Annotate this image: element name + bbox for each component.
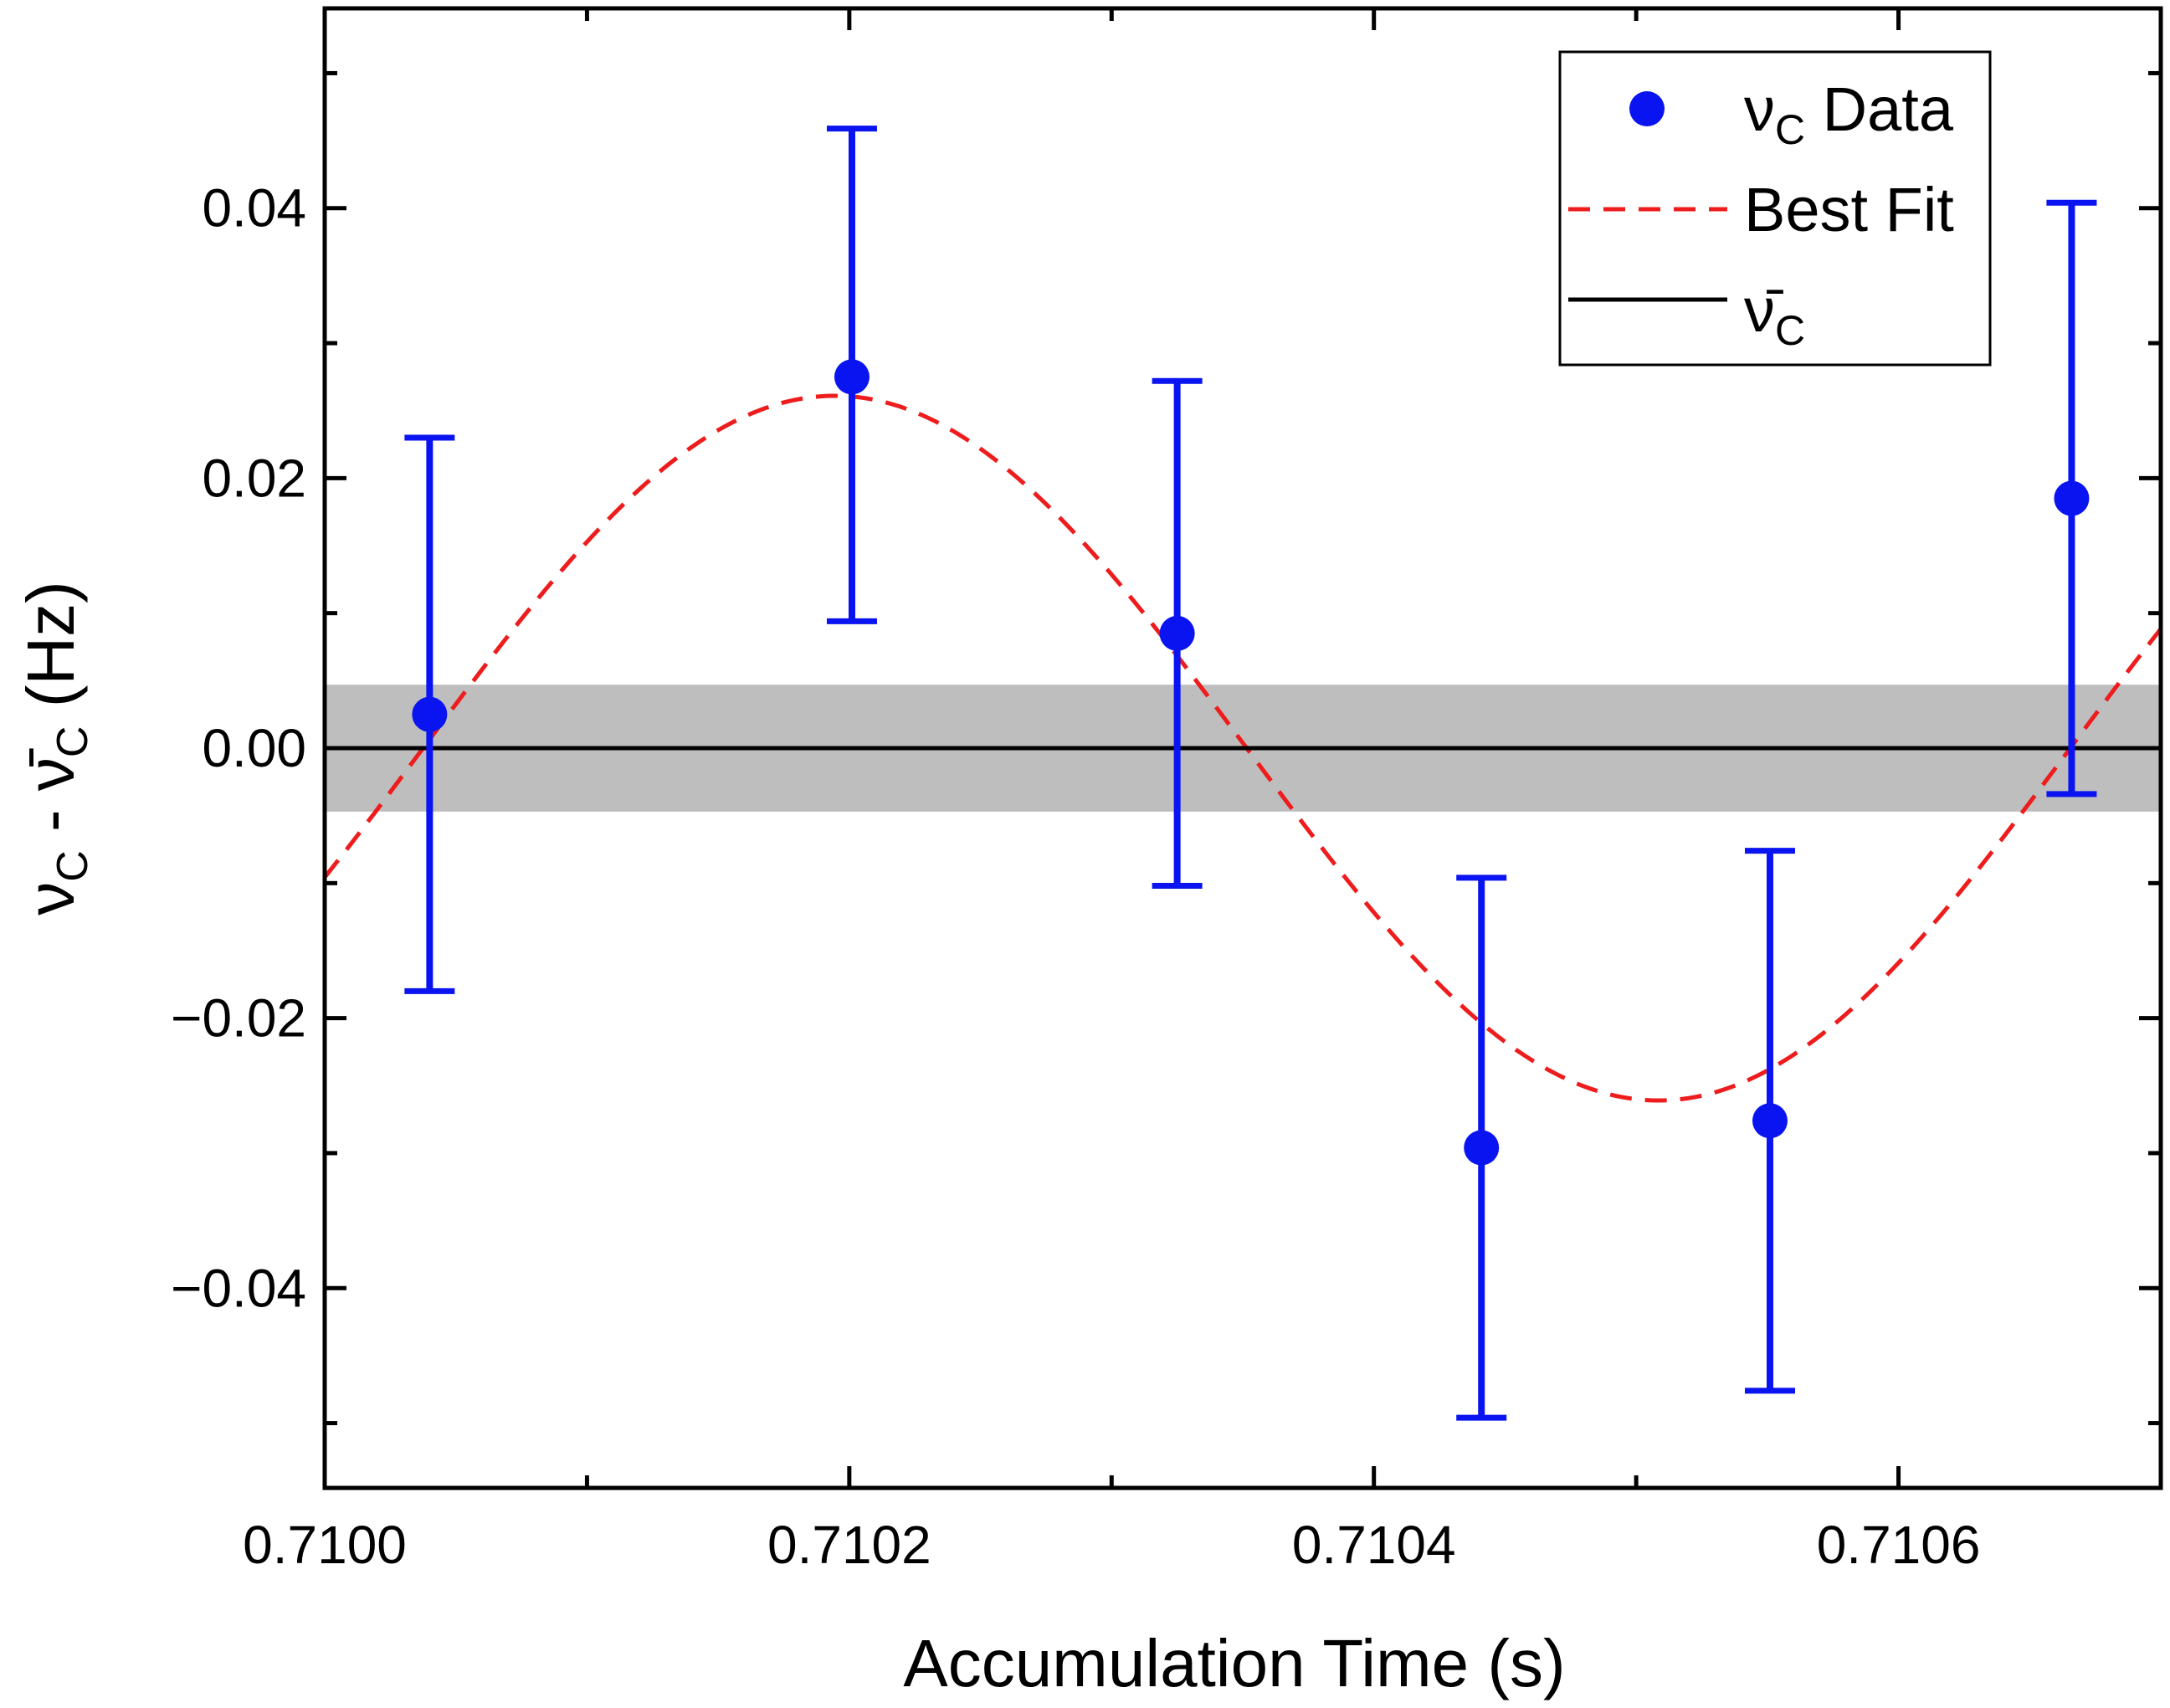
legend-data-marker	[1629, 91, 1665, 126]
x-tick-label: 0.7104	[1292, 1515, 1456, 1575]
legend-entry-data: νC Data	[1744, 74, 1954, 153]
legend-entry-fit: Best Fit	[1744, 175, 1954, 244]
y-axis-title-minus: -	[13, 791, 88, 850]
label-layer: 0.7100 0.7102 0.7104 0.7106 −0.04 −0.02 0.00 0.…	[13, 178, 1980, 1700]
fit-layer	[323, 393, 2162, 1103]
data-point-marker	[412, 696, 448, 732]
legend-entry-mean-sub: C	[1775, 307, 1805, 354]
best-fit-curve	[323, 393, 2162, 1103]
axes-layer	[322, 6, 2163, 1490]
y-axis-title: νC - ν̄C (Hz)	[13, 581, 97, 916]
data-point-marker	[1752, 1103, 1788, 1139]
y-axis-title-sub: C	[49, 850, 97, 882]
y-tick-label: 0.00	[202, 718, 306, 778]
x-tick-label: 0.7100	[243, 1515, 407, 1575]
data-point-group	[1152, 377, 1203, 890]
y-axis-title-nu: ν	[13, 882, 88, 916]
data-point-group	[404, 434, 455, 994]
data-point-group	[1744, 848, 1795, 1394]
x-axis-title: Accumulation Time (s)	[903, 1626, 1565, 1700]
y-tick-label: 0.02	[202, 448, 306, 508]
data-point-group	[2046, 199, 2097, 798]
legend-entry-data-sub: C	[1775, 106, 1805, 153]
legend-entry-data-label: Data	[1805, 74, 1954, 144]
y-axis-title-unit: (Hz)	[13, 581, 88, 726]
data-layer	[404, 126, 2097, 1421]
y-tick-label: 0.04	[202, 178, 306, 239]
data-point-marker	[834, 359, 870, 395]
x-tick-label: 0.7102	[767, 1515, 931, 1575]
x-tick-label: 0.7106	[1817, 1515, 1981, 1575]
y-tick-label: −0.04	[171, 1258, 306, 1318]
y-tick-label: −0.02	[171, 988, 306, 1049]
data-point-group	[1456, 875, 1507, 1421]
legend-entry-data-nu: ν	[1744, 74, 1775, 144]
y-axis-title-sub2: C	[49, 726, 97, 758]
data-point-group	[826, 126, 877, 624]
data-point-marker	[2054, 480, 2090, 516]
data-point-marker	[1159, 615, 1195, 651]
data-point-marker	[1464, 1130, 1500, 1166]
